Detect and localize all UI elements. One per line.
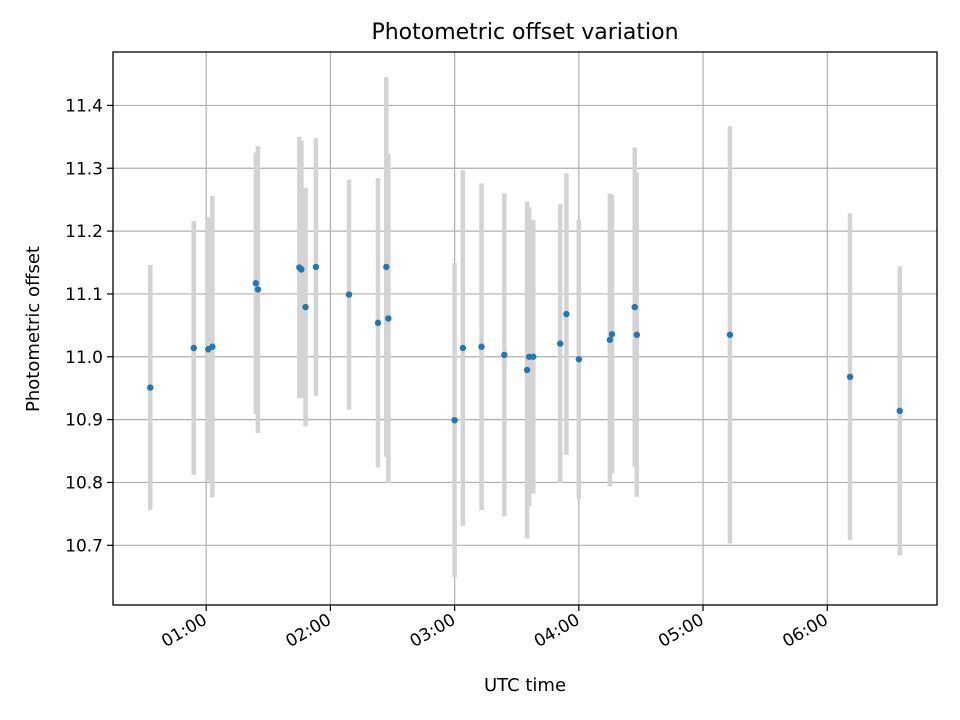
x-axis-label: UTC time: [484, 675, 566, 696]
data-point: [459, 344, 467, 352]
data-point: [606, 336, 614, 344]
data-points: [147, 263, 903, 424]
data-point: [385, 315, 392, 322]
y-axis: 10.7 10.8 10.9 11.0 11.1 11.2 11.3 11.4: [65, 96, 113, 556]
x-tick-label: 04:00: [531, 610, 583, 652]
data-point: [563, 310, 570, 318]
data-point: [209, 343, 216, 350]
data-point: [575, 356, 583, 363]
x-axis: 01:00 02:00 03:00 04:00 05:00 06:00: [158, 605, 832, 652]
y-tick-label: 11.3: [65, 159, 103, 179]
data-point: [190, 344, 197, 352]
data-point: [383, 263, 390, 271]
y-tick-label: 11.4: [65, 96, 103, 116]
data-point: [345, 291, 353, 298]
data-point: [726, 331, 734, 338]
data-point: [254, 286, 262, 293]
y-tick-label: 10.9: [65, 411, 103, 431]
error-bars: [148, 77, 902, 578]
y-tick-label: 11.1: [65, 285, 103, 305]
chart-title: Photometric offset variation: [371, 20, 678, 45]
data-point: [374, 319, 382, 327]
x-tick-label: 05:00: [655, 610, 707, 652]
data-point: [451, 417, 458, 424]
x-tick-label: 01:00: [158, 610, 210, 652]
grid: [113, 52, 937, 605]
data-point: [556, 340, 564, 347]
plot-frame: [112, 51, 938, 606]
data-point: [631, 303, 638, 311]
y-tick-label: 10.8: [65, 473, 103, 493]
y-tick-label: 10.7: [65, 536, 103, 556]
x-tick-label: 03:00: [407, 610, 459, 652]
data-point: [147, 384, 154, 391]
y-tick-label: 11.0: [65, 348, 103, 368]
data-point: [523, 366, 531, 374]
data-point: [478, 343, 485, 350]
data-point: [896, 407, 903, 415]
data-point: [298, 266, 305, 273]
data-point: [312, 263, 320, 271]
y-axis-label: Photometric offset: [23, 246, 44, 412]
y-tick-label: 11.2: [65, 222, 103, 242]
x-tick-label: 02:00: [282, 610, 334, 652]
data-point: [302, 303, 309, 311]
data-point: [633, 331, 640, 338]
x-tick-label: 06:00: [779, 610, 831, 652]
data-point: [846, 373, 854, 381]
data-point: [252, 280, 260, 287]
data-point: [608, 330, 616, 338]
data-point: [501, 351, 508, 359]
data-point: [530, 353, 537, 360]
